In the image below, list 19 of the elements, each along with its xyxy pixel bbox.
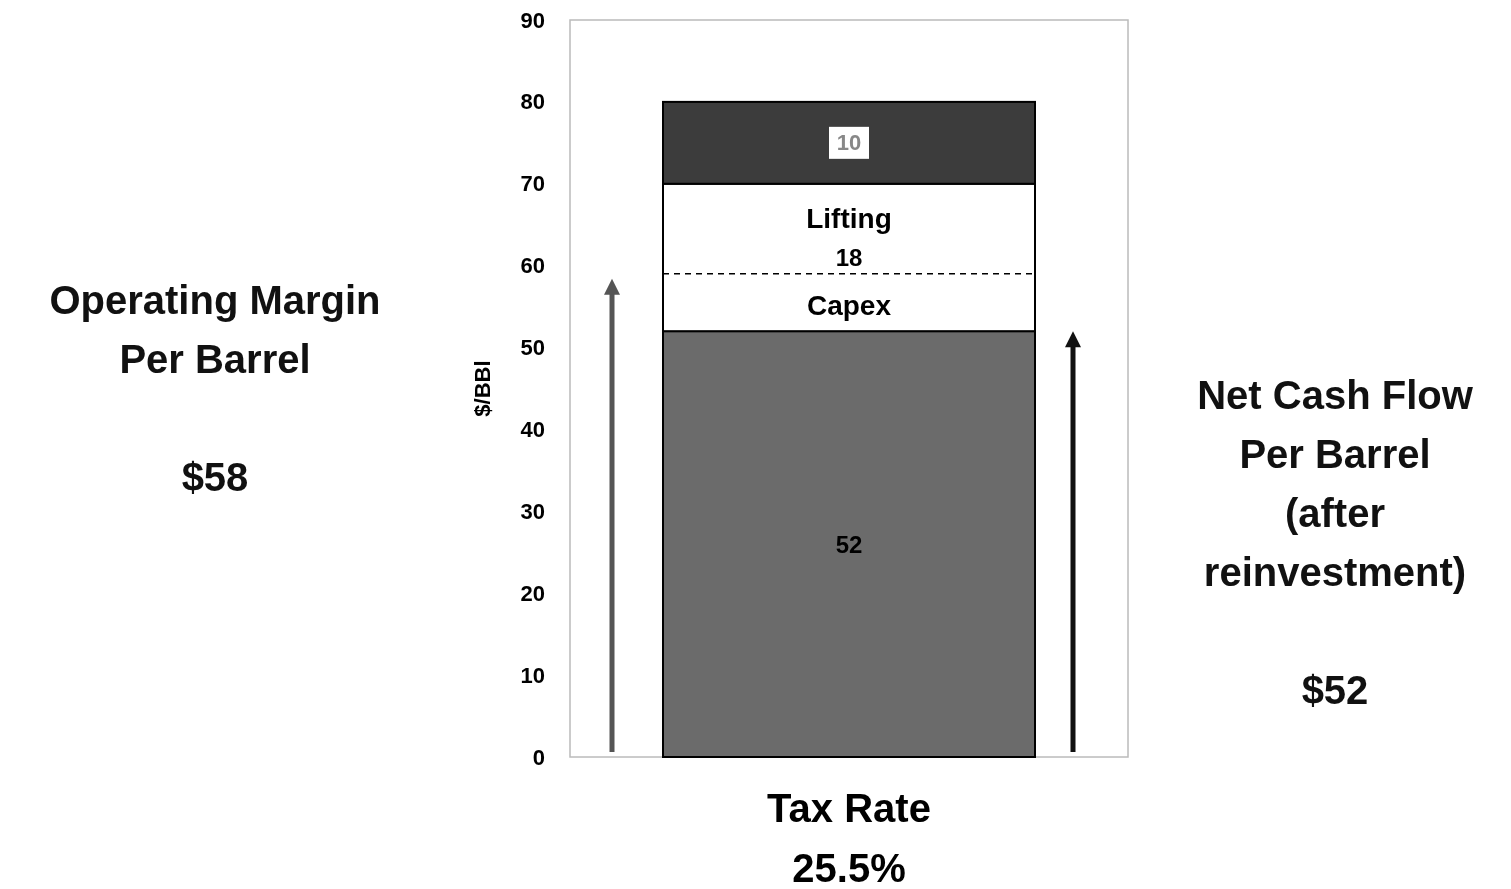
y-tick-label: 10 <box>520 662 545 688</box>
data-label: 52 <box>835 530 863 558</box>
text: Operating Margin Per Barrel $58 <box>49 278 381 499</box>
y-tick-label: 70 <box>520 171 545 197</box>
y-tick-label: 0 <box>532 744 545 770</box>
y-tick-label: 80 <box>520 89 545 115</box>
annotation: Lifting <box>806 203 892 235</box>
y-tick-label: 60 <box>520 253 545 279</box>
y-tick-label: 90 <box>520 7 545 33</box>
data-label: 10 <box>836 130 862 156</box>
y-tick-label: 30 <box>520 498 545 524</box>
y-tick-label: 40 <box>520 416 545 442</box>
text: Net Cash Flow Per Barrel (after reinvestment) $52 <box>1197 373 1473 712</box>
data-label: 18 <box>835 243 863 271</box>
x-tick-label: Tax Rate 25.5% <box>767 786 931 889</box>
y-tick-label: 20 <box>520 580 545 606</box>
annotation: Capex <box>806 290 892 322</box>
y-axis-title: $/BBl <box>469 360 495 417</box>
y-tick-label: 50 <box>520 335 545 361</box>
